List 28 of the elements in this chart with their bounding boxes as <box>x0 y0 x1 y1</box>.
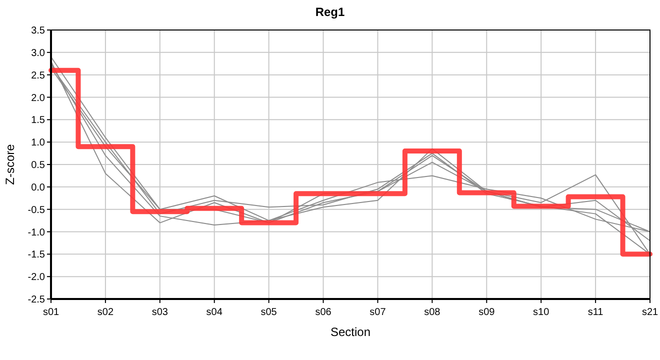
y-tick-label: -1.5 <box>28 250 46 261</box>
x-tick-label: s21 <box>642 307 658 318</box>
x-tick-label: s07 <box>370 307 386 318</box>
x-tick-label: s01 <box>42 307 60 318</box>
y-axis-title: Z-score <box>3 144 17 185</box>
y-tick-label: 3.0 <box>31 48 46 59</box>
x-tick-label: s04 <box>206 307 223 318</box>
y-tick-label: 2.0 <box>31 92 46 104</box>
y-tick-label: 3.5 <box>31 26 46 36</box>
x-tick-label: s06 <box>315 307 332 318</box>
x-tick-label: s05 <box>260 307 278 318</box>
y-tick-label: -0.5 <box>28 204 46 216</box>
x-tick-label: s08 <box>424 307 441 318</box>
x-axis-title: Section <box>330 325 371 339</box>
y-tick-label: 2.5 <box>31 70 46 82</box>
x-tick-label: s02 <box>97 307 114 318</box>
x-tick-label: s11 <box>588 307 604 318</box>
y-tick-label: 0.0 <box>31 182 46 194</box>
y-tick-label: 1.5 <box>31 115 46 126</box>
y-tick-label: -2.5 <box>28 294 46 306</box>
y-tick-label: -1.0 <box>28 227 46 238</box>
y-tick-label: 1.0 <box>31 138 46 149</box>
x-tick-label: s09 <box>478 307 496 318</box>
x-tick-label: s03 <box>152 307 168 318</box>
y-tick-label: -2.0 <box>28 272 46 284</box>
chart-title: Reg1 <box>315 5 345 19</box>
x-tick-label: s10 <box>533 307 550 318</box>
y-tick-label: 0.5 <box>31 160 46 171</box>
